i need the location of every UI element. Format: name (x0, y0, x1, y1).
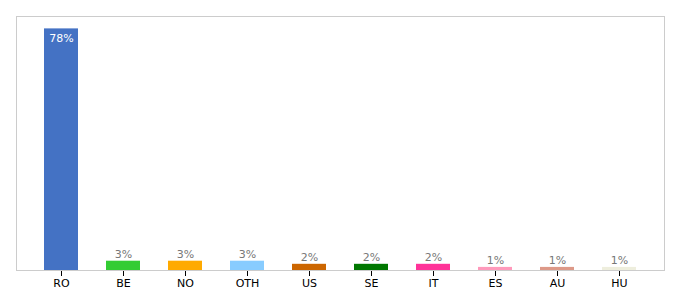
svg-text:2%: 2% (425, 251, 442, 264)
svg-text:NO: NO (177, 277, 194, 290)
svg-text:SE: SE (365, 277, 379, 290)
svg-text:2%: 2% (301, 251, 318, 264)
svg-text:OTH: OTH (236, 277, 260, 290)
svg-text:1%: 1% (487, 254, 504, 267)
svg-text:ES: ES (489, 277, 503, 290)
svg-text:1%: 1% (611, 254, 628, 267)
svg-text:3%: 3% (177, 248, 194, 261)
svg-text:US: US (302, 277, 317, 290)
svg-text:RO: RO (53, 277, 70, 290)
svg-text:AU: AU (550, 277, 566, 290)
svg-text:3%: 3% (239, 248, 256, 261)
svg-text:BE: BE (116, 277, 131, 290)
svg-text:HU: HU (611, 277, 627, 290)
svg-text:IT: IT (429, 277, 439, 290)
svg-text:3%: 3% (115, 248, 132, 261)
svg-text:1%: 1% (549, 254, 566, 267)
svg-text:78%: 78% (49, 32, 73, 45)
svg-text:2%: 2% (363, 251, 380, 264)
